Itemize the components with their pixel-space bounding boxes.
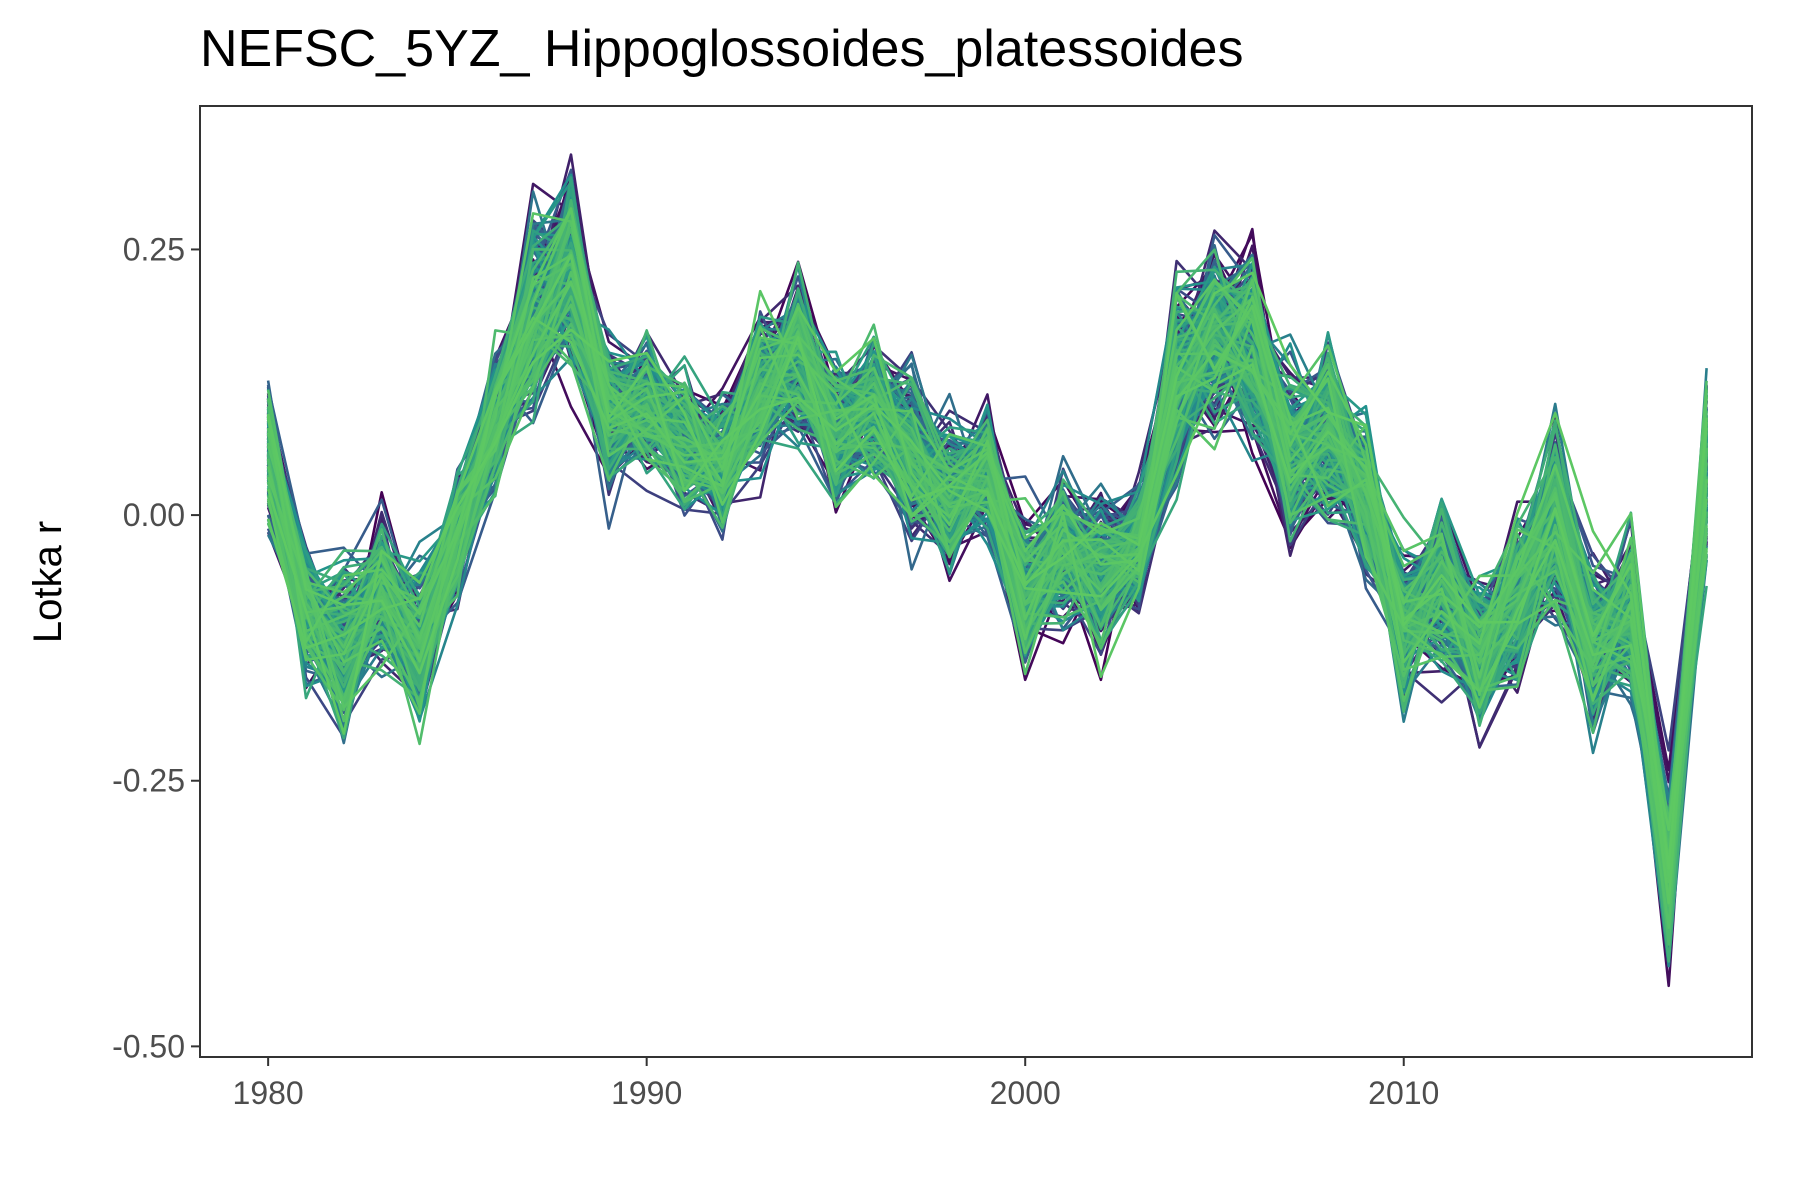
series-line xyxy=(266,236,1708,897)
series-line xyxy=(266,278,1708,855)
series-line xyxy=(266,201,1708,932)
series-line xyxy=(266,211,1708,886)
series-line xyxy=(266,283,1708,854)
series-line xyxy=(266,285,1708,830)
series-line xyxy=(266,179,1708,935)
series-line xyxy=(266,239,1708,884)
y-axis-title: Lotka r xyxy=(26,521,70,643)
series-line xyxy=(266,261,1708,854)
x-tick-label: 1990 xyxy=(611,1075,682,1111)
series-line xyxy=(266,217,1708,866)
y-tick-label: 0.25 xyxy=(123,231,185,267)
series-line xyxy=(266,299,1708,841)
series-line xyxy=(266,270,1708,901)
y-axis: -0.50 -0.25 0.00 0.25 xyxy=(112,231,200,1064)
series-line xyxy=(266,241,1708,881)
series-line xyxy=(266,207,1708,878)
series-line xyxy=(266,226,1708,884)
x-tick-label: 1980 xyxy=(233,1075,304,1111)
series-line xyxy=(266,217,1708,881)
series-line xyxy=(266,184,1708,928)
series-line xyxy=(266,257,1708,847)
series-line xyxy=(266,226,1708,897)
series-line xyxy=(266,273,1708,842)
series-line xyxy=(266,229,1708,895)
series-line xyxy=(266,236,1708,890)
series-line xyxy=(266,288,1708,845)
series-line xyxy=(266,282,1708,851)
series-line xyxy=(266,244,1708,887)
chart-title: NEFSC_5YZ_ Hippoglossoides_platessoides xyxy=(200,20,1243,78)
x-tick-label: 2000 xyxy=(990,1075,1061,1111)
series-line xyxy=(266,274,1708,836)
series-line xyxy=(266,207,1708,863)
series-line xyxy=(266,253,1708,866)
series-line xyxy=(266,258,1708,869)
series-line xyxy=(266,262,1708,866)
x-axis: 1980 1990 2000 2010 xyxy=(233,1057,1439,1111)
series-line xyxy=(266,261,1708,867)
series-line xyxy=(266,268,1708,881)
panel-border xyxy=(199,105,1753,1058)
series-line xyxy=(266,218,1708,894)
series-line xyxy=(266,254,1708,832)
series-line xyxy=(266,188,1708,918)
series-line xyxy=(266,284,1708,827)
series-line xyxy=(266,290,1708,836)
series-line xyxy=(266,193,1708,936)
series-line xyxy=(266,176,1708,885)
series-line xyxy=(266,243,1708,856)
series-line xyxy=(266,222,1708,882)
series-line xyxy=(266,279,1708,836)
series-line xyxy=(266,212,1708,914)
series-line xyxy=(266,289,1708,832)
x-tick-label: 2010 xyxy=(1368,1075,1439,1111)
series-lines xyxy=(266,153,1708,988)
series-line xyxy=(266,248,1708,864)
series-line xyxy=(266,243,1708,880)
series-line xyxy=(266,206,1708,907)
y-tick-label: -0.50 xyxy=(112,1028,185,1064)
series-line xyxy=(266,275,1708,847)
y-tick-label: -0.25 xyxy=(112,763,185,799)
series-line xyxy=(266,255,1708,878)
series-line xyxy=(266,238,1708,894)
series-line xyxy=(266,253,1708,896)
series-line xyxy=(266,250,1708,883)
series-line xyxy=(266,271,1708,870)
series-line xyxy=(266,291,1708,905)
series-line xyxy=(266,235,1708,879)
series-line xyxy=(266,247,1708,837)
series-line xyxy=(266,263,1708,857)
series-line xyxy=(266,250,1708,867)
series-line xyxy=(266,275,1708,874)
series-line xyxy=(266,276,1708,870)
series-line xyxy=(266,244,1708,871)
series-line xyxy=(266,246,1708,876)
series-line xyxy=(266,227,1708,884)
y-tick-label: 0.00 xyxy=(123,497,185,533)
